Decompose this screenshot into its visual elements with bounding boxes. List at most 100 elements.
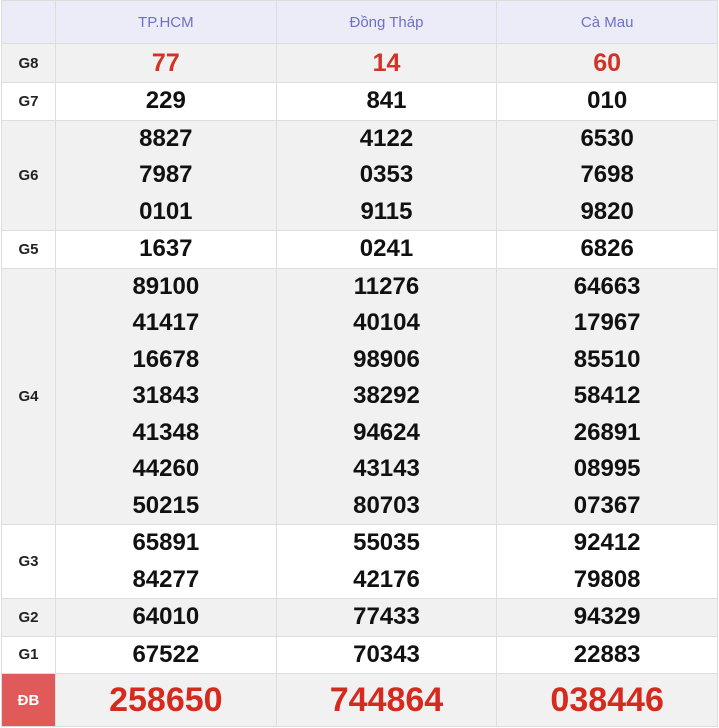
result-number: 7698 [580, 161, 634, 188]
result-number: 4122 [359, 124, 414, 152]
result-number: 010 [587, 87, 628, 114]
prize-label: G1 [1, 635, 56, 674]
result-number: 43143 [353, 455, 420, 482]
result-number: 07367 [573, 491, 641, 519]
result-number: 92412 [573, 529, 641, 556]
result-cell: 0241 [275, 230, 498, 269]
result-cell: 6826 [496, 230, 718, 269]
prize-row-g7: G7 229 841 010 [1, 82, 718, 121]
result-number: 85510 [573, 345, 641, 373]
result-number: 7987 [139, 161, 193, 188]
result-number: 65891 [132, 529, 200, 556]
result-cell: 89100 41417 16678 31843 41348 44260 50215 [55, 267, 277, 525]
result-number: 0353 [359, 161, 414, 188]
result-number: 94624 [353, 418, 420, 446]
result-cell: 11276 40104 98906 38292 94624 43143 80703 [275, 267, 498, 525]
result-number: 08995 [573, 455, 641, 482]
column-header: Đồng Tháp [275, 0, 498, 44]
result-number: 229 [145, 87, 186, 114]
result-cell: 70343 [275, 635, 498, 674]
result-number: 42176 [353, 565, 420, 593]
result-number: 94329 [573, 603, 641, 630]
prize-label: G3 [1, 524, 56, 599]
result-number: 14 [372, 49, 401, 77]
result-cell: 841 [275, 82, 498, 121]
result-number: 8827 [139, 124, 193, 152]
result-number: 58412 [573, 382, 641, 409]
prize-label: G7 [1, 82, 56, 121]
result-number: 0101 [139, 197, 193, 225]
result-number: 6530 [580, 124, 634, 152]
result-cell: 229 [55, 82, 277, 121]
result-cell: 744864 [275, 673, 498, 727]
result-cell: 22883 [496, 635, 718, 674]
prize-row-g6: G6 8827 7987 0101 4122 0353 9115 6530 7698 9820 [1, 119, 718, 231]
result-cell: 1637 [55, 230, 277, 269]
result-number: 16678 [132, 345, 200, 373]
result-cell: 010 [496, 82, 718, 121]
result-cell: 64663 17967 85510 58412 26891 08995 07367 [496, 267, 718, 525]
result-number: 67522 [132, 640, 200, 668]
result-number: 9820 [580, 197, 634, 225]
result-number: 79808 [573, 565, 641, 593]
result-number: 038446 [550, 681, 664, 719]
result-number: 26891 [573, 418, 641, 446]
result-cell: 14 [275, 43, 498, 83]
corner-cell [1, 0, 56, 44]
result-number: 17967 [573, 309, 641, 336]
result-number: 44260 [132, 455, 200, 482]
result-number: 6826 [580, 235, 634, 262]
result-cell: 6530 7698 9820 [496, 119, 718, 231]
result-number: 41417 [132, 309, 200, 336]
result-cell: 77433 [275, 598, 498, 637]
result-cell: 77 [55, 43, 277, 83]
column-header: Cà Mau [496, 0, 718, 44]
result-number: 744864 [329, 681, 444, 719]
result-cell: 038446 [496, 673, 718, 727]
result-cell: 4122 0353 9115 [275, 119, 498, 231]
result-number: 89100 [132, 272, 200, 300]
prize-row-g2: G2 64010 77433 94329 [1, 598, 718, 637]
result-cell: 55035 42176 [275, 524, 498, 599]
result-number: 31843 [132, 382, 200, 409]
result-number: 80703 [353, 491, 420, 519]
result-number: 84277 [132, 565, 200, 593]
prize-row-g5: G5 1637 0241 6826 [1, 230, 718, 269]
result-cell: 8827 7987 0101 [55, 119, 277, 231]
result-number: 11276 [353, 272, 420, 300]
prize-label: G8 [1, 43, 56, 83]
result-number: 60 [593, 49, 622, 77]
result-cell: 258650 [55, 673, 277, 727]
prize-label: ĐB [1, 673, 56, 727]
result-number: 64663 [573, 272, 641, 300]
prize-row-g3: G3 65891 84277 55035 42176 92412 79808 [1, 524, 718, 599]
result-cell: 64010 [55, 598, 277, 637]
prize-label: G2 [1, 598, 56, 637]
result-number: 77 [151, 49, 180, 77]
result-number: 64010 [132, 603, 200, 630]
result-number: 98906 [353, 345, 420, 373]
prize-row-g8: G8 77 14 60 [1, 43, 718, 83]
prize-label: G5 [1, 230, 56, 269]
result-number: 1637 [139, 235, 193, 262]
result-number: 50215 [132, 491, 200, 519]
result-cell: 94329 [496, 598, 718, 637]
result-number: 841 [366, 87, 407, 114]
result-cell: 65891 84277 [55, 524, 277, 599]
result-cell: 92412 79808 [496, 524, 718, 599]
result-number: 258650 [109, 681, 223, 719]
column-header: TP.HCM [55, 0, 277, 44]
result-number: 38292 [353, 382, 420, 409]
result-number: 40104 [353, 309, 420, 336]
result-number: 9115 [360, 197, 413, 225]
prize-label: G6 [1, 119, 56, 231]
result-number: 22883 [573, 640, 641, 668]
result-number: 55035 [353, 529, 420, 556]
prize-row-g1: G1 67522 70343 22883 [1, 635, 718, 674]
result-number: 70343 [353, 640, 420, 668]
result-cell: 60 [496, 43, 718, 83]
prize-row-db: ĐB 258650 744864 038446 [1, 673, 718, 727]
result-number: 0241 [359, 235, 414, 262]
result-number: 77433 [353, 603, 420, 630]
